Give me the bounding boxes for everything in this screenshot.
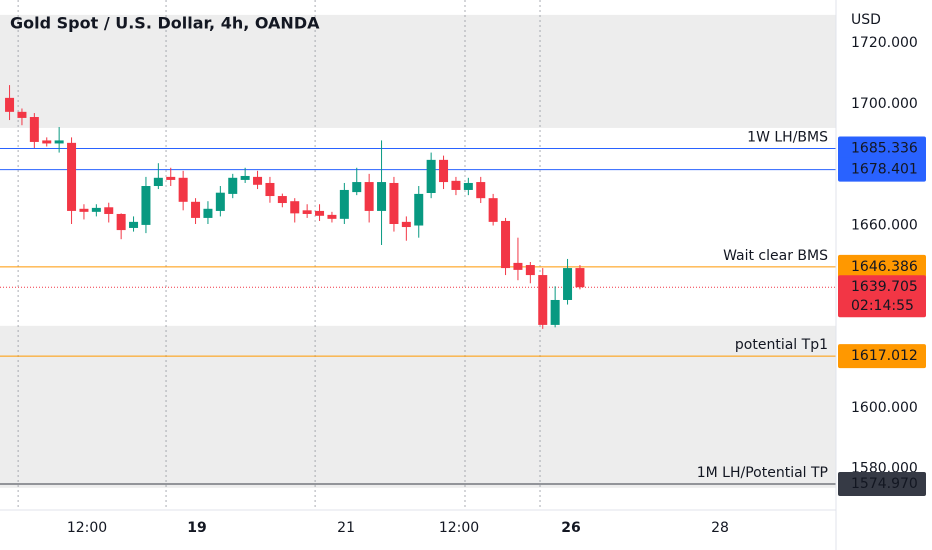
candle-body xyxy=(339,189,349,219)
level-name: potential Tp1 xyxy=(735,337,828,353)
x-tick-label: 28 xyxy=(711,520,729,536)
candle-body xyxy=(302,210,312,214)
candle-body xyxy=(451,180,461,190)
candle-body xyxy=(129,221,139,228)
candle-body xyxy=(550,299,560,325)
candle-body xyxy=(240,175,250,180)
candle-body xyxy=(389,182,399,224)
candle-body xyxy=(414,193,424,226)
candle-body xyxy=(364,182,374,211)
plot-layer: 1W LH/BMS Wait clear BMS potential Tp1 1M L… xyxy=(0,85,836,485)
x-tick-label: 12:00 xyxy=(67,520,107,536)
y-tick-label: 1660.000 xyxy=(851,218,918,234)
candle-body xyxy=(327,214,337,219)
candle-body xyxy=(29,117,39,142)
axis-layer: 1720.0001700.0001660.0001600.0001580.000… xyxy=(67,35,926,536)
candle-body xyxy=(104,207,114,214)
candle-body xyxy=(426,159,436,193)
x-tick-label: 21 xyxy=(337,520,355,536)
candle-body xyxy=(290,201,300,214)
candle-body xyxy=(253,176,263,185)
level-price-box xyxy=(838,136,926,161)
level-price-box xyxy=(838,344,926,369)
candle-body xyxy=(501,220,511,269)
candle-body xyxy=(17,111,27,118)
candle-body xyxy=(166,176,176,180)
candle-body xyxy=(488,198,498,222)
currency-label: USD xyxy=(851,12,881,28)
candle-body xyxy=(352,182,362,193)
candle-body xyxy=(79,208,89,212)
level-name: 1W LH/BMS xyxy=(747,130,828,146)
level-price-label: 1639.705 xyxy=(851,279,918,295)
candle-body xyxy=(377,182,387,211)
candle-body xyxy=(5,97,15,112)
candle-body xyxy=(116,213,126,231)
y-tick-label: 1700.000 xyxy=(851,96,918,112)
zone xyxy=(0,325,836,488)
x-tick-label: 19 xyxy=(187,520,206,536)
level-price-box xyxy=(838,471,926,496)
candle-body xyxy=(191,201,201,218)
candle-body xyxy=(315,210,325,216)
x-tick-label: 26 xyxy=(561,520,580,536)
candle-body xyxy=(538,275,548,325)
candle-body xyxy=(525,265,535,276)
candle-body xyxy=(476,182,486,199)
x-tick-label: 12:00 xyxy=(439,520,479,536)
candle-body xyxy=(153,177,163,187)
level-name: Wait clear BMS xyxy=(723,248,828,264)
level-price-box xyxy=(838,275,926,318)
level-price-box xyxy=(838,254,926,279)
level-price-label: 1646.386 xyxy=(851,259,918,275)
candle-body xyxy=(178,177,188,202)
candle-body xyxy=(401,221,411,228)
candle-body xyxy=(439,159,449,183)
countdown-label: 02:14:55 xyxy=(851,298,914,314)
candle-body xyxy=(42,140,52,144)
level-name: 1M LH/Potential TP xyxy=(697,465,828,481)
zone xyxy=(0,14,836,128)
level-price-box xyxy=(838,157,926,182)
candle-body xyxy=(563,268,573,300)
candle-body xyxy=(67,142,77,211)
candle-body xyxy=(203,208,213,218)
y-tick-label: 1720.000 xyxy=(851,35,918,51)
level-price-label: 1678.401 xyxy=(851,162,918,178)
candle-body xyxy=(463,182,473,190)
candle-body xyxy=(513,262,523,270)
candle-body xyxy=(575,268,585,288)
candle-body xyxy=(54,140,64,144)
level-price-label: 1574.970 xyxy=(851,476,918,492)
candle-body xyxy=(215,192,225,211)
candle-body xyxy=(277,196,287,204)
candle-body xyxy=(141,186,151,225)
level-price-label: 1685.336 xyxy=(851,141,918,157)
chart-title: Gold Spot / U.S. Dollar, 4h, OANDA xyxy=(10,14,320,33)
candle-body xyxy=(91,207,101,212)
level-price-label: 1617.012 xyxy=(851,348,918,364)
candle-body xyxy=(265,182,275,197)
y-tick-label: 1600.000 xyxy=(851,400,918,416)
background-layer xyxy=(0,0,836,510)
candle-body xyxy=(228,177,238,194)
